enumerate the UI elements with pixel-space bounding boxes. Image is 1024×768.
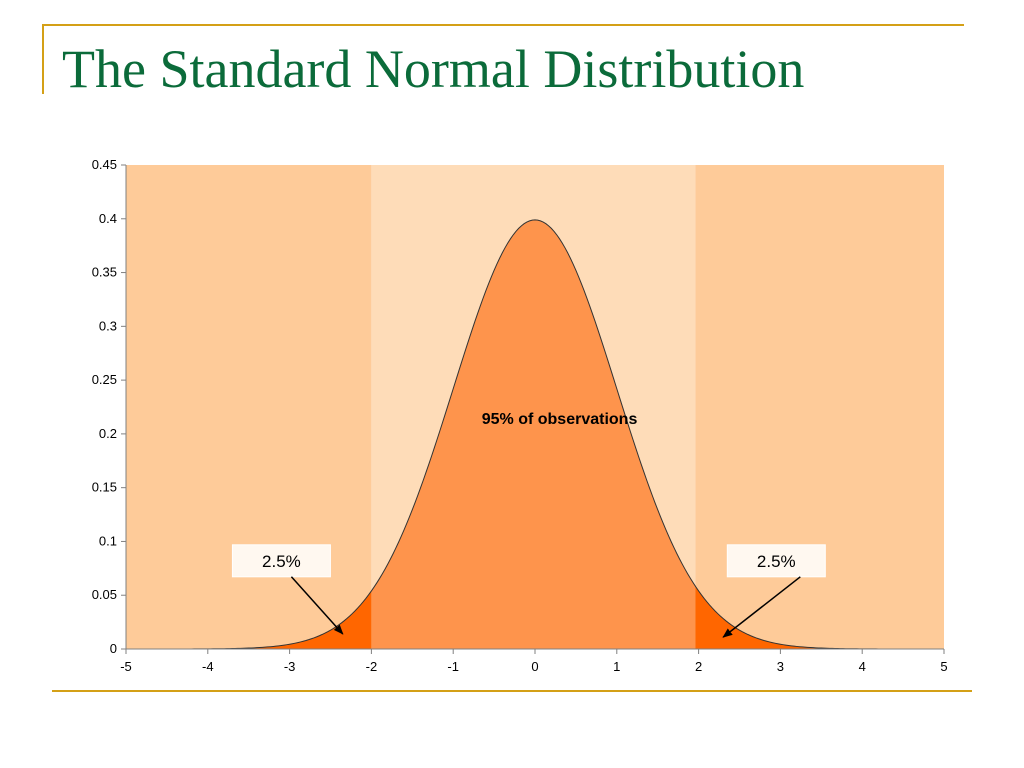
y-tick-label: 0.1 (99, 533, 117, 548)
x-tick-label: -4 (202, 659, 214, 674)
slide-title: The Standard Normal Distribution (62, 39, 805, 99)
x-tick-label: 4 (859, 659, 866, 674)
y-tick-label: 0 (110, 641, 117, 656)
callout-label: 2.5% (262, 552, 301, 571)
x-tick-label: 0 (531, 659, 538, 674)
y-tick-label: 0.4 (99, 211, 117, 226)
x-tick-label: -2 (366, 659, 378, 674)
x-tick-label: 5 (940, 659, 947, 674)
callout-box (231, 544, 331, 578)
density-curve (126, 219, 944, 650)
y-tick-label: 0.2 (99, 426, 117, 441)
callout-box (726, 544, 826, 578)
region-area-1 (371, 220, 696, 649)
frame-left-rule (42, 24, 44, 94)
y-tick-label: 0.15 (92, 480, 117, 495)
region-area-0 (126, 590, 372, 649)
x-tick-label: 1 (613, 659, 620, 674)
y-tick-label: 0.3 (99, 318, 117, 333)
y-tick-label: 0.05 (92, 587, 117, 602)
y-tick-label: 0.35 (92, 265, 117, 280)
callout-arrow (290, 576, 344, 635)
callout-arrow (722, 576, 801, 638)
frame-bottom-rule (52, 690, 972, 692)
callout-label: 2.5% (757, 552, 796, 571)
x-tick-label: -1 (447, 659, 459, 674)
x-tick-label: 2 (695, 659, 702, 674)
x-tick-label: -5 (120, 659, 132, 674)
frame-top-rule (42, 24, 964, 26)
y-tick-label: 0.25 (92, 372, 117, 387)
region-area-2 (695, 586, 944, 649)
y-tick-label: 0.45 (92, 157, 117, 172)
annotation-label: 95% of observations (482, 411, 638, 428)
x-tick-label: 3 (777, 659, 784, 674)
x-tick-label: -3 (284, 659, 296, 674)
